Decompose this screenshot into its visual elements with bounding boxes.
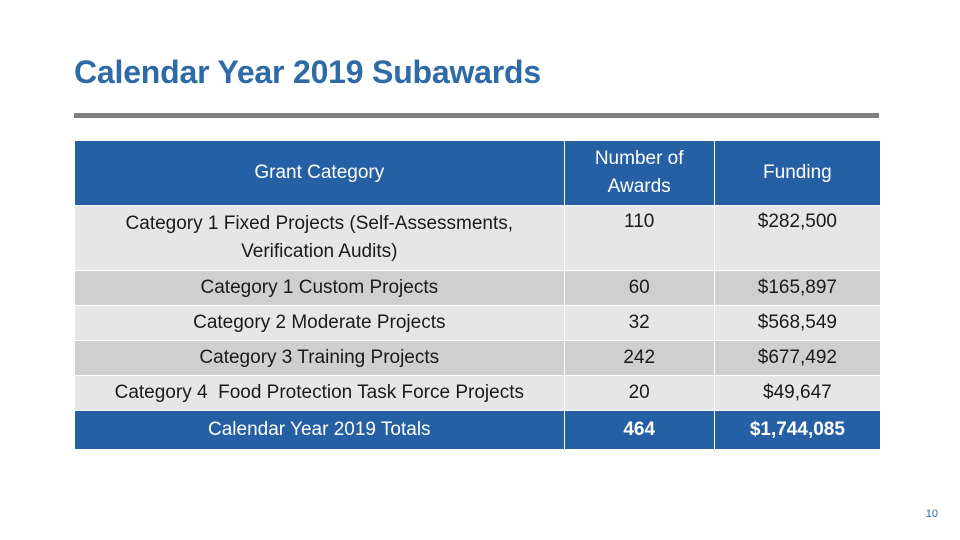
table-row: Category 1 Custom Projects 60 $165,897 — [74, 270, 882, 306]
row-funding: $165,897 — [713, 270, 882, 306]
row-number: 242 — [563, 340, 715, 376]
row-funding: $282,500 — [713, 205, 882, 271]
row-category: Category 1 Fixed Projects (Self-Assessme… — [74, 205, 565, 271]
table-row: Category 3 Training Projects 242 $677,49… — [74, 340, 882, 376]
subawards-table: Grant Category Number of Awards Funding … — [74, 140, 882, 450]
row-category: Category 3 Training Projects — [74, 340, 565, 376]
row-category: Category 1 Custom Projects — [74, 270, 565, 306]
totals-funding: $1,744,085 — [713, 410, 882, 450]
header-number-of-awards: Number of Awards — [563, 140, 715, 206]
totals-row: Calendar Year 2019 Totals 464 $1,744,085 — [74, 410, 882, 450]
totals-label: Calendar Year 2019 Totals — [74, 410, 565, 450]
slide-title: Calendar Year 2019 Subawards — [74, 54, 541, 90]
title-divider — [74, 113, 879, 118]
row-number: 32 — [563, 305, 715, 341]
row-funding: $49,647 — [713, 375, 882, 411]
row-number: 60 — [563, 270, 715, 306]
row-funding: $568,549 — [713, 305, 882, 341]
header-funding: Funding — [713, 140, 882, 206]
row-funding: $677,492 — [713, 340, 882, 376]
row-number: 20 — [563, 375, 715, 411]
totals-number: 464 — [563, 410, 715, 450]
page-number: 10 — [925, 508, 938, 520]
row-number: 110 — [563, 205, 715, 271]
table-row: Category 4 Food Protection Task Force Pr… — [74, 375, 882, 411]
row-category: Category 2 Moderate Projects — [74, 305, 565, 341]
table-row: Category 2 Moderate Projects 32 $568,549 — [74, 305, 882, 341]
table-header-row: Grant Category Number of Awards Funding — [74, 140, 882, 206]
row-category: Category 4 Food Protection Task Force Pr… — [74, 375, 565, 411]
table-row: Category 1 Fixed Projects (Self-Assessme… — [74, 205, 882, 271]
header-grant-category: Grant Category — [74, 140, 565, 206]
